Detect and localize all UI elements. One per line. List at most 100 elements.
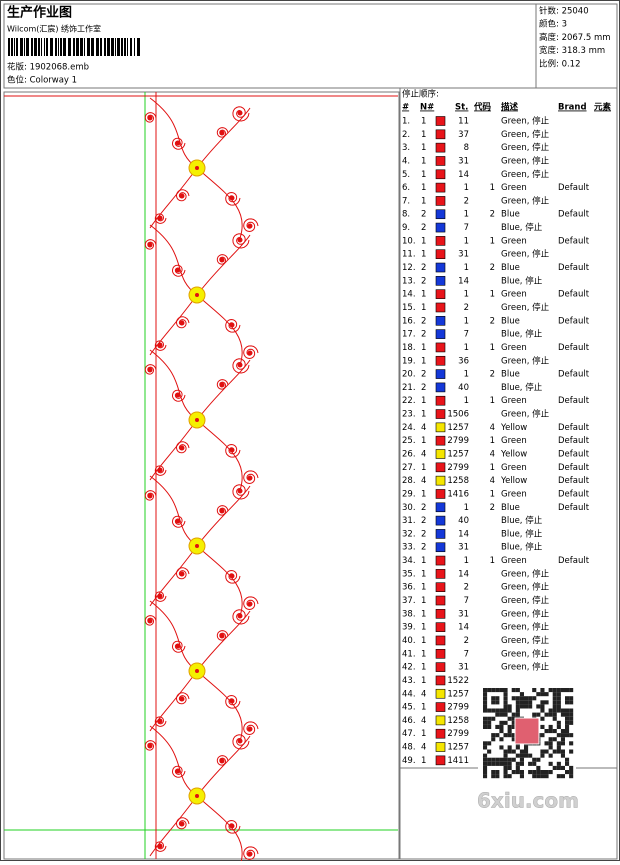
needle: 4 (421, 476, 426, 486)
brand: Default (558, 450, 590, 460)
qr-dot (491, 761, 496, 766)
stitches: 31 (458, 543, 469, 553)
bar (31, 38, 33, 56)
qr-dot (507, 716, 512, 721)
qr-dot (532, 688, 537, 693)
needle: 2 (421, 210, 426, 220)
qr-dot (503, 720, 508, 725)
stitches: 2 (464, 583, 469, 593)
qr-dot (515, 704, 520, 709)
row-number: 32. (402, 529, 416, 539)
bud (157, 467, 163, 473)
qr-dot (491, 770, 496, 775)
qr-dot (548, 737, 553, 742)
stitches: 1522 (447, 676, 469, 686)
qr-dot (503, 733, 508, 738)
qr-dot (552, 696, 557, 701)
bar (87, 38, 90, 56)
qr-dot (556, 745, 561, 750)
stitches: 2 (464, 636, 469, 646)
code: 2 (490, 263, 495, 273)
bud (219, 257, 225, 263)
row-number: 3. (402, 143, 410, 153)
needle: 2 (421, 543, 426, 553)
color-swatch (435, 662, 446, 672)
bud (219, 130, 225, 136)
qr-dot (540, 774, 545, 779)
description: Green, 停止 (501, 409, 550, 420)
qr-dot (483, 741, 488, 746)
row-number: 16. (402, 316, 416, 326)
qr-dot (487, 708, 492, 713)
qr-dot (556, 688, 561, 693)
info-line: 高度: 2067.5 mm (539, 32, 611, 43)
barcode (8, 38, 140, 56)
color-swatch (435, 116, 446, 126)
color-swatch (435, 315, 446, 326)
qr-dot (503, 688, 508, 693)
qr-dot (565, 688, 570, 693)
needle: 4 (421, 423, 426, 433)
qr-dot (536, 765, 541, 770)
needle: 1 (421, 609, 426, 619)
description: Blue, 停止 (501, 515, 543, 526)
bar (41, 38, 42, 56)
qr-dot (495, 688, 500, 693)
color-swatch (435, 156, 446, 166)
table-title: 停止顺序: (402, 89, 439, 100)
qr-dot (565, 757, 570, 762)
bud (247, 851, 253, 857)
qr-dot (524, 749, 529, 754)
qr-dot (491, 688, 496, 693)
qr-dot (548, 761, 553, 766)
needle: 2 (421, 529, 426, 539)
needle: 4 (421, 689, 426, 699)
bar (34, 38, 37, 56)
qr-dot (491, 757, 496, 762)
description: Blue, 停止 (501, 222, 543, 233)
qr-dot (503, 761, 508, 766)
qr-logo (514, 717, 540, 745)
needle: 1 (421, 489, 426, 499)
needle: 2 (421, 516, 426, 526)
code: 2 (490, 316, 495, 326)
stitches: 1 (464, 396, 469, 406)
qr-dot (548, 712, 553, 717)
bud (219, 758, 225, 764)
qr-dot (536, 692, 541, 697)
description: Green, 停止 (501, 195, 550, 206)
qr-dot (499, 712, 504, 717)
row-number: 5. (402, 170, 410, 180)
needle: 2 (421, 316, 426, 326)
qr-dot (507, 757, 512, 762)
qr-dot (491, 716, 496, 721)
qr-dot (515, 700, 520, 705)
color-swatch (435, 289, 446, 299)
needle: 2 (421, 503, 426, 513)
qr-dot (491, 696, 496, 701)
qr-dot (552, 716, 557, 721)
brand: Default (558, 210, 590, 220)
color-swatch (435, 702, 446, 712)
qr-dot (495, 724, 500, 729)
qr-dot (499, 757, 504, 762)
row-number: 28. (402, 476, 416, 486)
color-swatch (435, 342, 446, 353)
description: Green, 停止 (501, 302, 550, 313)
qr-dot (552, 692, 557, 697)
color-swatch (435, 196, 446, 206)
code: 1 (490, 343, 495, 353)
studio: Wilcom(汇宸) 绣饰工作室 (7, 24, 101, 34)
qr-dot (560, 765, 565, 770)
row-number: 20. (402, 370, 416, 380)
qr-dot (491, 733, 496, 738)
color-swatch (435, 449, 446, 459)
qr-dot (519, 700, 524, 705)
qr-dot (560, 733, 565, 738)
row-number: 38. (402, 609, 416, 619)
qr-dot (483, 704, 488, 709)
needle: 1 (421, 649, 426, 659)
qr-dot (548, 741, 553, 746)
qr-dot (560, 712, 565, 717)
qr-dot (491, 737, 496, 742)
